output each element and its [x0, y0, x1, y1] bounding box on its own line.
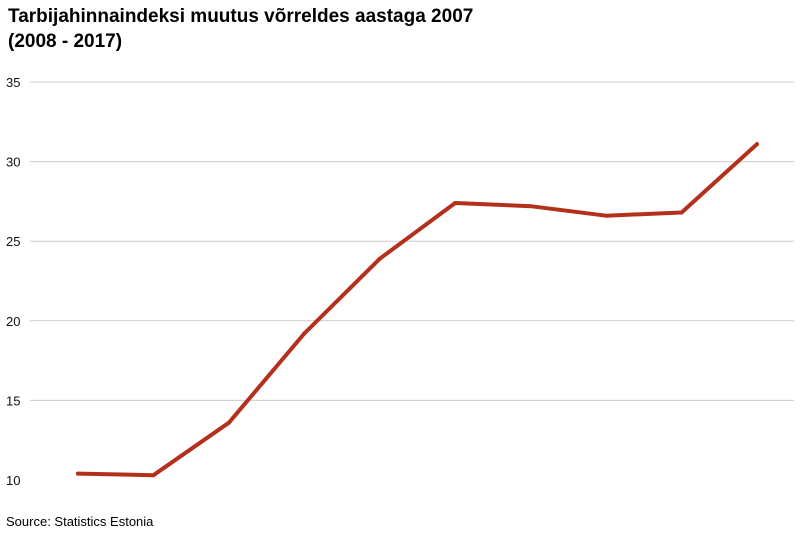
y-tick-labels: 10 15 20 25 30 35	[6, 75, 20, 488]
series-layer	[76, 142, 759, 478]
y-tick-label: 15	[6, 393, 20, 408]
data-point	[302, 331, 307, 336]
data-point	[151, 473, 156, 478]
y-tick-label: 30	[6, 155, 20, 170]
data-point	[377, 256, 382, 261]
data-point	[604, 213, 609, 218]
series-line	[76, 142, 759, 478]
chart-subtitle: (2008 - 2017)	[8, 31, 123, 52]
data-point	[453, 200, 458, 205]
chart-title-line: Tarbijahinnaindeksi muutus võrreldes aas…	[8, 6, 474, 27]
grid-lines	[30, 81, 794, 401]
data-point	[76, 471, 80, 476]
data-point	[528, 204, 533, 209]
data-point	[226, 420, 231, 425]
source-note: Source: Statistics Estonia	[6, 514, 154, 529]
data-point	[679, 210, 684, 215]
y-tick-label: 35	[6, 75, 20, 90]
y-tick-label: 10	[6, 473, 20, 488]
y-tick-label: 25	[6, 234, 20, 249]
chart-title: Tarbijahinnaindeksi muutus võrreldes aas…	[8, 4, 788, 54]
y-tick-label: 20	[6, 314, 20, 329]
data-point	[755, 142, 759, 147]
